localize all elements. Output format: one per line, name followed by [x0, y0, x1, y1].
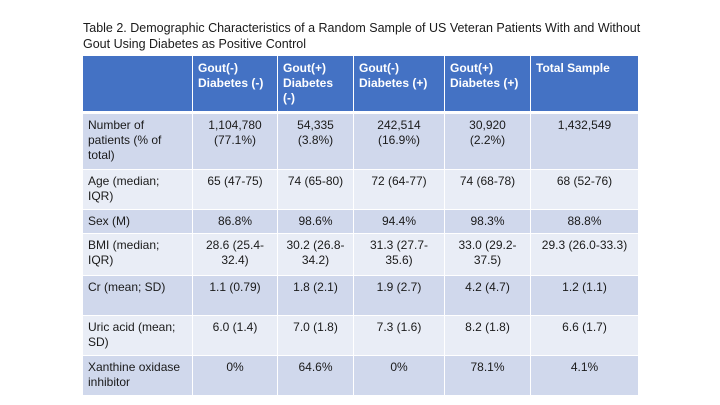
table-cell: 0% — [193, 356, 278, 396]
table-cell: 30.2 (26.8-34.2) — [278, 234, 354, 276]
row-label: Number of patients (% of total) — [83, 114, 193, 170]
header-cell-gout-pos-diabetes-neg: Gout(+) Diabetes (-) — [278, 56, 354, 114]
table-cell: 4.2 (4.7) — [445, 276, 531, 316]
row-label: Sex (M) — [83, 210, 193, 234]
table-cell: 1.1 (0.79) — [193, 276, 278, 316]
table-row: Xanthine oxidase inhibitor 0% 64.6% 0% 7… — [83, 356, 638, 396]
header-cell-gout-neg-diabetes-pos: Gout(-) Diabetes (+) — [354, 56, 445, 114]
table-row: Uric acid (mean; SD) 6.0 (1.4) 7.0 (1.8)… — [83, 316, 638, 356]
row-label: Cr (mean; SD) — [83, 276, 193, 316]
header-cell-gout-neg-diabetes-neg: Gout(-) Diabetes (-) — [193, 56, 278, 114]
header-cell-total-sample: Total Sample — [531, 56, 638, 114]
table-cell: 86.8% — [193, 210, 278, 234]
table-cell: 6.0 (1.4) — [193, 316, 278, 356]
table-cell: 8.2 (1.8) — [445, 316, 531, 356]
table-row: Number of patients (% of total) 1,104,78… — [83, 114, 638, 170]
table-cell: 1,432,549 — [531, 114, 638, 170]
header-row: Gout(-) Diabetes (-) Gout(+) Diabetes (-… — [83, 56, 638, 114]
table-row: Age (median; IQR) 65 (47-75) 74 (65-80) … — [83, 170, 638, 210]
table-cell: 74 (65-80) — [278, 170, 354, 210]
header-cell-blank — [83, 56, 193, 114]
table-cell: 54,335 (3.8%) — [278, 114, 354, 170]
table-cell: 65 (47-75) — [193, 170, 278, 210]
table-cell: 4.1% — [531, 356, 638, 396]
table-cell: 88.8% — [531, 210, 638, 234]
table-cell: 1.9 (2.7) — [354, 276, 445, 316]
table-cell: 1.2 (1.1) — [531, 276, 638, 316]
table-row: Sex (M) 86.8% 98.6% 94.4% 98.3% 88.8% — [83, 210, 638, 234]
row-label: BMI (median; IQR) — [83, 234, 193, 276]
table-cell: 28.6 (25.4-32.4) — [193, 234, 278, 276]
table-cell: 68 (52-76) — [531, 170, 638, 210]
table-cell: 7.3 (1.6) — [354, 316, 445, 356]
header-cell-gout-pos-diabetes-pos: Gout(+) Diabetes (+) — [445, 56, 531, 114]
table-cell: 31.3 (27.7-35.6) — [354, 234, 445, 276]
table-cell: 33.0 (29.2-37.5) — [445, 234, 531, 276]
table-cell: 1,104,780 (77.1%) — [193, 114, 278, 170]
table-cell: 30,920 (2.2%) — [445, 114, 531, 170]
table-cell: 74 (68-78) — [445, 170, 531, 210]
row-label: Age (median; IQR) — [83, 170, 193, 210]
table-cell: 6.6 (1.7) — [531, 316, 638, 356]
table-row: Cr (mean; SD) 1.1 (0.79) 1.8 (2.1) 1.9 (… — [83, 276, 638, 316]
table-caption: Table 2. Demographic Characteristics of … — [83, 21, 641, 51]
table-cell: 1.8 (2.1) — [278, 276, 354, 316]
table-cell: 98.3% — [445, 210, 531, 234]
table-cell: 64.6% — [278, 356, 354, 396]
table-cell: 94.4% — [354, 210, 445, 234]
table-cell: 72 (64-77) — [354, 170, 445, 210]
table-cell: 0% — [354, 356, 445, 396]
table-cell: 29.3 (26.0-33.3) — [531, 234, 638, 276]
table-cell: 7.0 (1.8) — [278, 316, 354, 356]
table-cell: 242,514 (16.9%) — [354, 114, 445, 170]
row-label: Xanthine oxidase inhibitor — [83, 356, 193, 396]
table-cell: 78.1% — [445, 356, 531, 396]
row-label: Uric acid (mean; SD) — [83, 316, 193, 356]
table-cell: 98.6% — [278, 210, 354, 234]
table-row: BMI (median; IQR) 28.6 (25.4-32.4) 30.2 … — [83, 234, 638, 276]
demographics-table: Gout(-) Diabetes (-) Gout(+) Diabetes (-… — [83, 56, 638, 396]
